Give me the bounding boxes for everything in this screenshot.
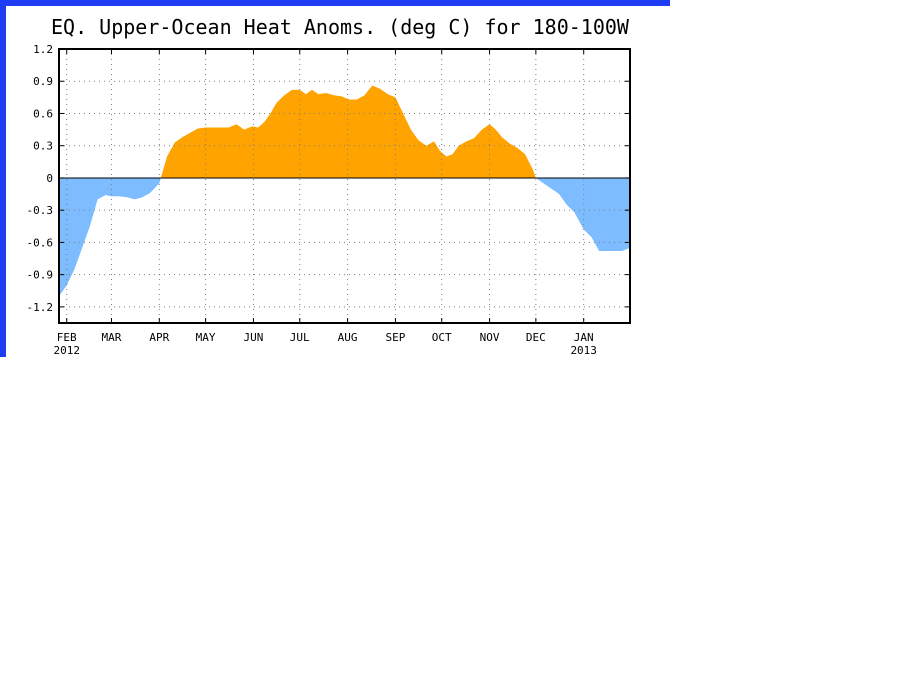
y-tick-label: -0.3 — [27, 204, 54, 217]
x-tick-label: FEB — [57, 331, 77, 344]
x-tick-label: MAR — [102, 331, 122, 344]
x-tick-label: JUN — [244, 331, 264, 344]
x-tick-label: JUL — [290, 331, 310, 344]
y-tick-label: -1.2 — [27, 301, 54, 314]
y-tick-label: 0.6 — [33, 107, 53, 120]
x-tick-label: APR — [149, 331, 169, 344]
x-tick-label: SEP — [385, 331, 405, 344]
x-tick-label: JAN — [574, 331, 594, 344]
y-tick-label: 0 — [46, 172, 53, 185]
x-tick-label: OCT — [432, 331, 452, 344]
frame-border-top — [0, 0, 670, 6]
x-tick-label: DEC — [526, 331, 546, 344]
y-tick-label: 0.9 — [33, 75, 53, 88]
frame-border-left — [0, 0, 6, 357]
x-tick-year-label: 2012 — [53, 344, 80, 357]
y-tick-label: 1.2 — [33, 43, 53, 56]
y-tick-label: -0.9 — [27, 269, 54, 282]
positive-anomaly-area — [59, 85, 630, 178]
y-tick-label: 0.3 — [33, 140, 53, 153]
x-tick-year-label: 2013 — [570, 344, 597, 357]
x-tick-label: MAY — [196, 331, 216, 344]
plot-frame — [58, 48, 631, 324]
chart-title: EQ. Upper-Ocean Heat Anoms. (deg C) for … — [51, 15, 630, 39]
x-tick-label: AUG — [338, 331, 358, 344]
negative-anomaly-area — [59, 177, 630, 297]
y-tick-label: -0.6 — [27, 236, 54, 249]
x-tick-label: NOV — [480, 331, 500, 344]
